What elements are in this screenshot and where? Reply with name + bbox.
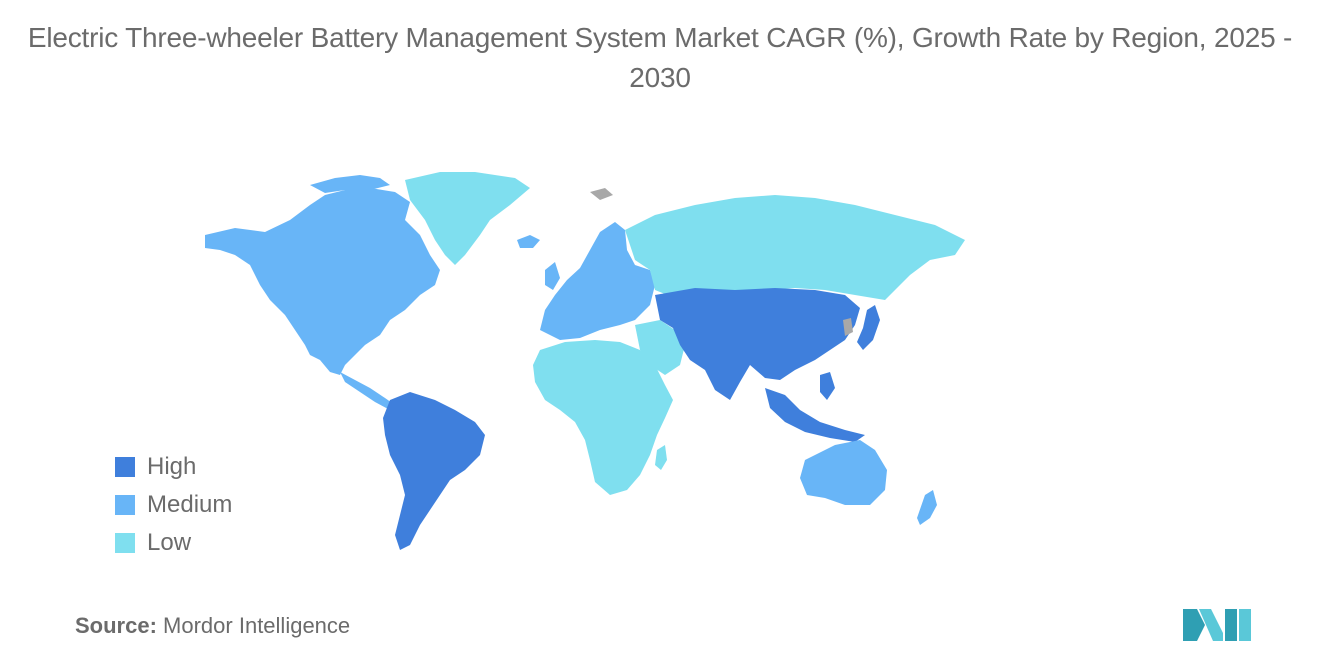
region-middle-east bbox=[635, 320, 685, 375]
legend-swatch-high bbox=[115, 457, 135, 477]
source-label: Source: bbox=[75, 613, 157, 638]
region-south-america bbox=[383, 392, 485, 550]
region-southeast-asia bbox=[765, 388, 865, 442]
legend-label-medium: Medium bbox=[147, 491, 233, 518]
legend-swatch-medium bbox=[115, 495, 135, 515]
chart-title: Electric Three-wheeler Battery Managemen… bbox=[27, 22, 1293, 93]
region-svalbard bbox=[590, 188, 613, 200]
region-new-zealand bbox=[917, 490, 937, 525]
mordor-intelligence-logo bbox=[1183, 609, 1251, 641]
region-japan bbox=[857, 305, 880, 350]
region-europe bbox=[540, 222, 655, 340]
legend-item-medium: Medium bbox=[115, 486, 232, 524]
source-value: Mordor Intelligence bbox=[163, 613, 351, 638]
region-central-america bbox=[340, 372, 395, 410]
legend-swatch-low bbox=[115, 533, 135, 553]
region-greenland bbox=[405, 172, 530, 265]
legend-item-low: Low bbox=[115, 524, 232, 562]
region-asia bbox=[655, 288, 860, 400]
region-uk bbox=[545, 262, 560, 290]
legend-label-high: High bbox=[147, 453, 197, 480]
region-philippines bbox=[820, 372, 835, 400]
region-russia bbox=[625, 195, 965, 300]
legend-item-high: High bbox=[115, 448, 232, 486]
region-africa bbox=[533, 340, 673, 495]
region-madagascar bbox=[655, 445, 667, 470]
region-north-america bbox=[205, 188, 440, 375]
region-iceland bbox=[517, 235, 540, 248]
region-korea bbox=[843, 318, 853, 336]
legend-label-low: Low bbox=[147, 529, 192, 556]
region-australia bbox=[800, 440, 887, 505]
world-map bbox=[205, 172, 965, 550]
source-line: Source: Mordor Intelligence bbox=[75, 613, 350, 639]
region-arctic-islands bbox=[310, 175, 390, 193]
legend: High Medium Low bbox=[115, 448, 232, 562]
